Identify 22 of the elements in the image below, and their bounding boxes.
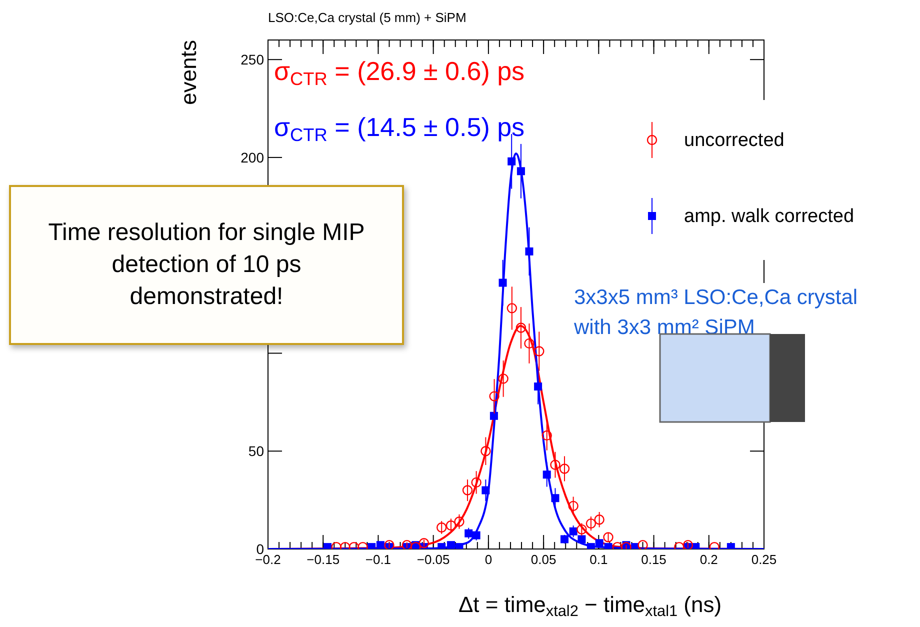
x-tick-label: 0.05 — [530, 552, 556, 567]
x-tick-label: 0.25 — [751, 552, 777, 567]
x-tick-label: 0.15 — [641, 552, 666, 567]
y-tick-label: 200 — [240, 149, 264, 166]
x-tick-label: 0.2 — [700, 552, 718, 567]
annotation: σ$_{CTR}$ = (26.9 ± 0.6) ps — [274, 56, 525, 88]
annotation: 3x3x5 mm³ LSO:Ce,Ca crystal with 3x3 mm² SiPM — [570, 283, 898, 343]
x-tick-label: −0.1 — [365, 552, 392, 567]
y-tick-label: 0 — [256, 541, 264, 557]
legend-label: uncorrected — [684, 130, 784, 151]
x-tick-label: −0.05 — [416, 552, 450, 567]
y-tick-label: 250 — [240, 52, 264, 68]
y-axis-title: events — [176, 40, 201, 105]
chart-title: LSO:Ce,Ca crystal (5 mm) + SiPM — [268, 10, 466, 25]
annotation: Time resolution for single MIP detection of 10 ps demonstrated! — [47, 218, 366, 312]
annotation: σ$_{CTR}$ = (14.5 ± 0.5) ps — [274, 112, 525, 144]
x-tick-label: −0.15 — [306, 552, 340, 567]
y-tick-label: 50 — [248, 443, 264, 460]
x-tick-label: 0 — [484, 552, 492, 567]
x-tick-label: 0.1 — [590, 552, 608, 567]
legend-label: amp. walk corrected — [684, 206, 854, 227]
x-axis-title: Δt = time$_{xtal2}$ − time$_{xtal1}$ (ns) — [458, 592, 722, 620]
